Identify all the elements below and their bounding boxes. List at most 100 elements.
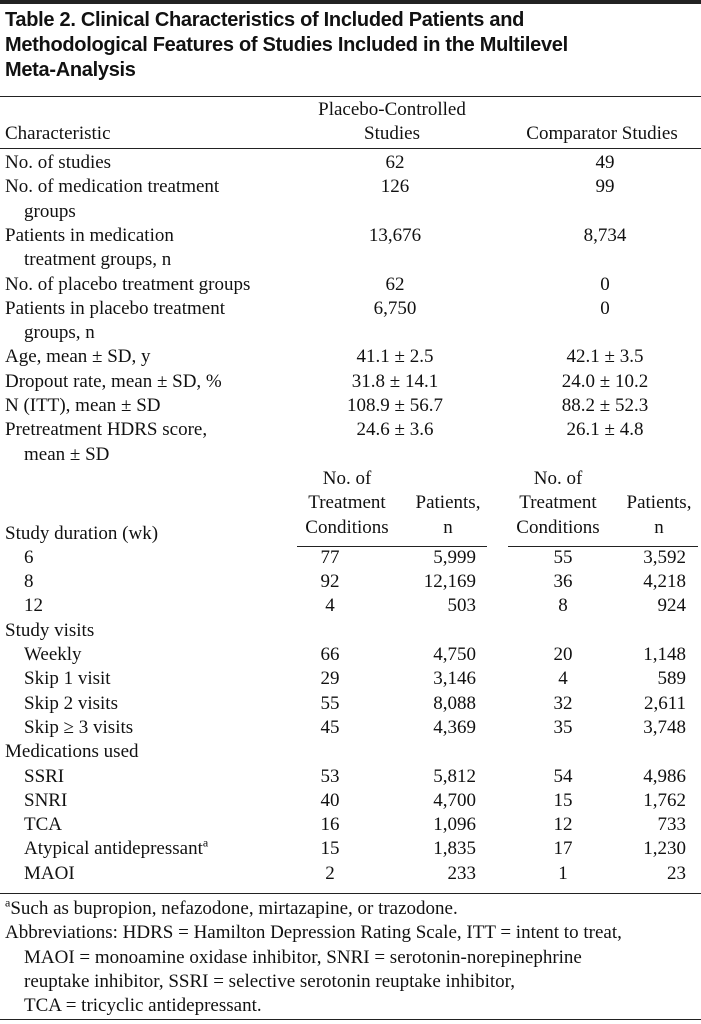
row-label: No. of medication treatment [5, 176, 220, 198]
column-header: n [654, 516, 664, 538]
cell-value: 15 [320, 838, 340, 860]
cell-value: 16 [320, 814, 340, 836]
cell-value: 54 [553, 765, 573, 787]
title-line: Meta-Analysis [5, 59, 136, 81]
row-label: Dropout rate, mean ± SD, % [5, 370, 222, 392]
cell-value: 49 [595, 152, 615, 173]
row-label: Patients in placebo treatment [5, 297, 226, 319]
column-header: Comparator Studies [526, 123, 678, 144]
section-label: Study duration (wk) [5, 522, 159, 544]
cell-value: 1,096 [433, 814, 476, 836]
cell-value: 45 [320, 716, 340, 738]
cell-value: 8,088 [433, 692, 476, 714]
group-rule [297, 546, 487, 547]
row-label: groups, n [24, 322, 95, 344]
row-label: N (ITT), mean ± SD [5, 395, 161, 416]
cell-value: 4,218 [643, 571, 686, 593]
column-header: No. of [322, 467, 372, 489]
cell-value: 13,676 [368, 224, 422, 246]
cell-value: 1,762 [643, 789, 686, 811]
cell-value: 77 [320, 546, 340, 568]
cell-value: 4 [558, 668, 568, 690]
cell-value: 12,169 [423, 571, 476, 593]
row-label: MAOI [24, 862, 75, 884]
row-label: Patients in medication [5, 224, 174, 246]
column-header: Conditions [516, 516, 600, 538]
cell-value: 62 [385, 273, 405, 295]
footnote-mark: a [5, 895, 11, 910]
cell-value: 8 [558, 595, 568, 617]
cell-value: 29 [320, 668, 340, 690]
row-label: treatment groups, n [24, 249, 172, 271]
cell-value: 40 [320, 789, 340, 811]
footnote-mark: a [202, 836, 209, 851]
cell-value: 1,148 [643, 644, 686, 665]
cell-value: 924 [657, 595, 687, 617]
abbreviation-line: Abbreviations: HDRS = Hamilton Depressio… [5, 922, 622, 944]
cell-value: 92 [320, 571, 340, 593]
column-header: Placebo-Controlled [318, 98, 466, 120]
cell-value: 15 [553, 789, 573, 811]
cell-value: 589 [657, 668, 687, 690]
cell-value: 4,750 [433, 644, 476, 665]
cell-value: 55 [320, 692, 340, 714]
row-label: Skip ≥ 3 visits [24, 716, 134, 738]
cell-value: 0 [600, 273, 610, 295]
row-label: 8 [24, 571, 34, 593]
title-line: Table 2. Clinical Characteristics of Inc… [5, 9, 525, 31]
cell-value: 53 [320, 765, 340, 787]
row-label: Atypical antidepressanta [24, 836, 209, 860]
row-label: Skip 2 visits [24, 692, 118, 714]
cell-value: 35 [553, 716, 573, 738]
cell-value: 17 [553, 838, 573, 860]
row-label: mean ± SD [24, 443, 110, 465]
abbreviation-line: TCA = tricyclic antidepressant. [24, 995, 262, 1017]
cell-value: 20 [553, 644, 573, 665]
cell-value: 66 [320, 644, 340, 665]
cell-value: 4 [325, 595, 335, 617]
row-label: Skip 1 visit [24, 668, 111, 690]
column-header: n [443, 516, 453, 538]
footnote-text: Such as bupropion, nefazodone, mirtazapi… [10, 898, 458, 919]
cell-value: 24.0 ± 10.2 [561, 370, 649, 392]
cell-value: 733 [657, 814, 687, 836]
cell-value: 108.9 ± 56.7 [347, 395, 443, 416]
row-label: groups [24, 200, 76, 222]
column-header: Patients, [626, 492, 692, 514]
cell-value: 4,700 [433, 789, 476, 811]
column-header: Treatment [308, 492, 386, 514]
row-label: Weekly [24, 644, 82, 665]
cell-value: 8,734 [583, 224, 627, 246]
title-rule [0, 96, 701, 97]
column-header: Characteristic [5, 123, 111, 144]
cell-value: 0 [600, 297, 610, 319]
cell-value: 23 [667, 862, 686, 884]
cell-value: 1 [558, 862, 568, 884]
row-label: SNRI [24, 789, 68, 811]
cell-value: 42.1 ± 3.5 [566, 346, 644, 368]
column-header: No. of [533, 467, 583, 489]
cell-value: 4,986 [643, 765, 686, 787]
cell-value: 2 [325, 862, 335, 884]
cell-value: 41.1 ± 2.5 [356, 346, 434, 368]
abbreviation-line: MAOI = monoamine oxidase inhibitor, SNRI… [24, 946, 582, 968]
cell-value: 55 [553, 546, 573, 568]
table-end-rule [0, 893, 701, 894]
cell-value: 24.6 ± 3.6 [356, 419, 434, 441]
cell-value: 32 [553, 692, 573, 714]
group-rule [508, 546, 698, 547]
cell-value: 26.1 ± 4.8 [566, 419, 644, 441]
cell-value: 12 [553, 814, 573, 836]
row-label: No. of placebo treatment groups [5, 273, 251, 295]
row-label: Pretreatment HDRS score, [5, 419, 208, 441]
cell-value: 233 [447, 862, 477, 884]
abbreviation-line: reuptake inhibitor, SSRI = selective ser… [24, 970, 515, 992]
cell-value: 5,999 [433, 546, 476, 568]
cell-value: 3,146 [433, 668, 476, 690]
cell-value: 126 [380, 176, 410, 198]
column-header: Treatment [519, 492, 597, 514]
cell-value: 88.2 ± 52.3 [561, 395, 649, 416]
cell-value: 31.8 ± 14.1 [351, 370, 439, 392]
row-label: No. of studies [5, 152, 112, 173]
